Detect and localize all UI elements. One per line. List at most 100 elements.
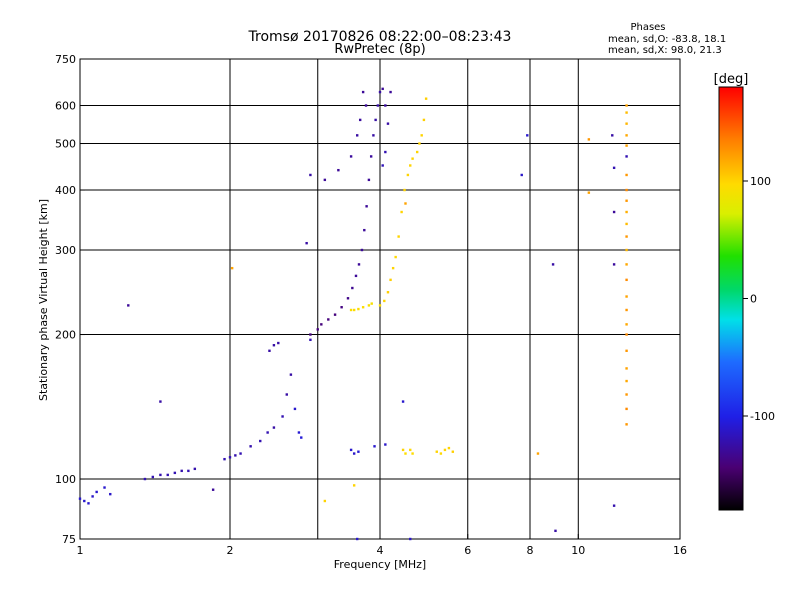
data-point-s5-3 (625, 134, 628, 137)
data-point-s1-16 (374, 118, 377, 122)
data-point-s5-12 (625, 248, 628, 252)
data-point-s2-22 (424, 97, 428, 100)
data-point-s0-21 (266, 431, 269, 434)
data-point-s4-10 (401, 400, 405, 403)
data-point-s3-4 (384, 443, 387, 446)
data-point-s2-12 (397, 235, 400, 238)
data-point-s1-9 (357, 263, 361, 266)
data-point-s0-29 (268, 349, 271, 352)
data-point-s0-28 (300, 436, 303, 439)
data-point-s3-5 (401, 448, 405, 452)
data-point-s5-8 (625, 199, 628, 202)
data-point-s1-8 (354, 274, 358, 278)
data-point-s4-3 (230, 266, 234, 270)
data-point-s5-6 (625, 173, 628, 177)
data-point-s4-23 (612, 263, 616, 266)
data-point-s3-10 (439, 452, 443, 455)
data-point-s0-20 (259, 439, 262, 443)
data-point-s2-14 (403, 188, 406, 192)
data-point-s0-7 (143, 477, 147, 481)
data-point-s1-21 (386, 122, 390, 125)
x-tick-label-10: 10 (571, 544, 585, 557)
data-point-s2-6 (378, 304, 382, 307)
data-point-s4-13 (520, 173, 523, 177)
data-point-s0-8 (151, 475, 155, 479)
data-point-s5-22 (625, 393, 628, 396)
data-point-s4-0 (127, 304, 130, 307)
data-point-s1-25 (361, 90, 365, 94)
data-point-s0-30 (272, 344, 276, 347)
data-point-s5-5 (625, 155, 628, 158)
data-point-s0-24 (285, 393, 288, 396)
data-point-s0-3 (91, 495, 94, 498)
y-tick-label-75: 75 (62, 533, 76, 546)
data-point-s4-21 (612, 166, 616, 170)
data-point-s2-9 (389, 278, 392, 282)
data-point-s1-14 (369, 155, 373, 158)
y-tick-label-750: 750 (55, 53, 76, 66)
data-point-s4-18 (587, 138, 591, 141)
data-point-s1-28 (355, 134, 359, 137)
data-point-s0-31 (277, 341, 280, 345)
data-point-s0-27 (297, 431, 301, 434)
x-axis-label: Frequency [MHz] (334, 558, 426, 571)
data-point-s1-15 (372, 134, 375, 137)
data-point-s3-13 (451, 450, 455, 453)
stats-line-o: mean, sd,O: -83.8, 18.1 (608, 34, 726, 45)
data-point-s0-19 (249, 445, 252, 448)
data-point-s0-1 (83, 499, 86, 503)
y-ticks: 75 100 200 300 400 500 600 750 (55, 53, 85, 546)
data-point-s0-18 (239, 452, 242, 455)
y-tick-label-300: 300 (55, 244, 76, 257)
data-point-s3-11 (443, 448, 447, 452)
data-point-s4-20 (611, 134, 614, 137)
data-point-s4-5 (309, 173, 312, 177)
data-point-s1-31 (323, 178, 327, 182)
data-point-s1-13 (367, 178, 371, 182)
y-tick-label-400: 400 (55, 184, 76, 197)
data-point-s5-2 (625, 122, 628, 125)
data-point-s3-0 (349, 448, 353, 452)
data-point-s1-17 (376, 104, 380, 107)
data-point-s4-8 (352, 484, 356, 487)
colorbar-tick-label--100: -100 (750, 410, 775, 423)
x-tick-label-8: 8 (527, 544, 534, 557)
data-point-s3-7 (409, 448, 412, 452)
data-point-s2-1 (352, 308, 356, 312)
data-point-s0-4 (95, 490, 98, 494)
data-point-s5-19 (625, 349, 628, 352)
data-point-s2-21 (422, 118, 426, 122)
data-point-s1-7 (351, 286, 354, 290)
data-point-s1-20 (384, 104, 387, 107)
data-point-s1-26 (364, 104, 368, 107)
data-point-s4-11 (404, 202, 407, 205)
data-point-s3-1 (352, 452, 356, 455)
chart-subtitle: RwPretec (8p) (334, 42, 425, 57)
y-tick-label-200: 200 (55, 329, 76, 342)
data-point-s3-12 (447, 446, 451, 450)
data-point-s5-15 (625, 295, 628, 298)
y-tick-label-500: 500 (55, 138, 76, 151)
data-point-s2-0 (349, 308, 353, 312)
data-point-s1-0 (309, 333, 312, 336)
data-point-s1-24 (389, 90, 392, 94)
data-point-s1-23 (381, 164, 384, 167)
data-point-s4-19 (587, 191, 591, 194)
x-tick-label-6: 6 (464, 544, 471, 557)
data-point-s5-13 (625, 263, 628, 266)
colorbar-tick-label-100: 100 (750, 175, 771, 188)
data-point-s2-11 (394, 255, 397, 259)
data-point-s2-2 (357, 307, 360, 311)
data-point-s0-16 (228, 456, 232, 459)
data-point-s2-20 (420, 134, 423, 137)
data-point-s2-15 (406, 173, 410, 177)
data-point-s4-4 (305, 241, 308, 245)
data-point-s4-9 (355, 537, 359, 541)
data-point-s0-15 (223, 457, 226, 461)
data-point-s4-17 (554, 529, 557, 533)
data-point-s3-3 (373, 445, 376, 448)
x-tick-label-1: 1 (77, 544, 84, 557)
data-point-s4-24 (612, 504, 616, 507)
data-point-s5-21 (625, 379, 628, 383)
